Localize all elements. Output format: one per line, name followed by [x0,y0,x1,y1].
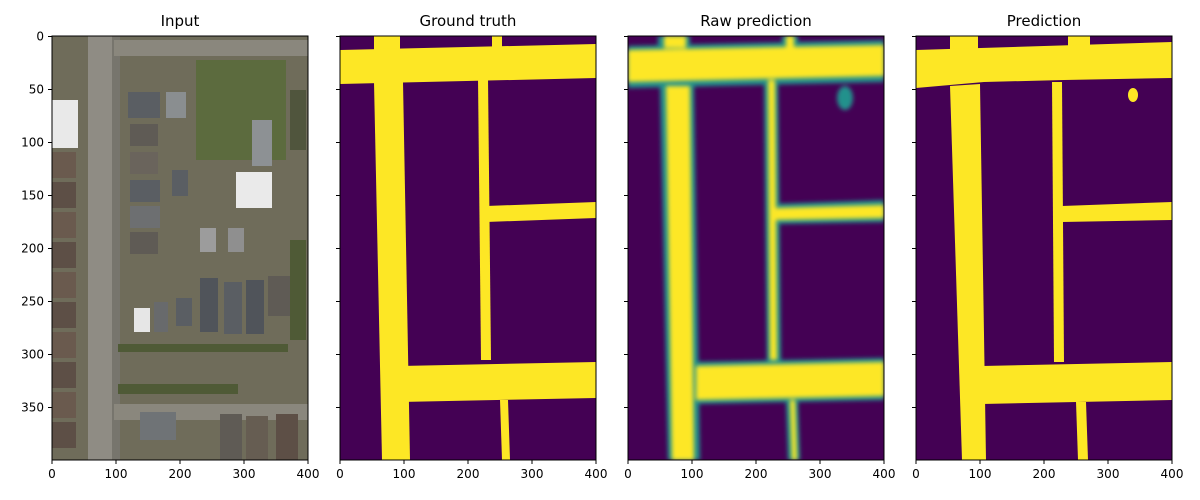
y-tick-label: 250 [21,295,44,309]
x-tick-label: 0 [624,467,632,481]
x-tick-label: 200 [169,467,192,481]
y-tick-label: 350 [21,401,44,415]
x-tick-label: 400 [297,467,320,481]
panel-title-raw-prediction: Raw prediction [700,12,812,30]
y-tick-label: 300 [21,348,44,362]
x-tick-label: 0 [336,467,344,481]
y-tick-label: 0 [36,30,44,44]
x-tick-label: 300 [521,467,544,481]
x-tick-label: 100 [681,467,704,481]
x-tick-label: 100 [393,467,416,481]
aerial-image [52,36,308,460]
panel-title-ground-truth: Ground truth [420,12,517,30]
x-tick-label: 200 [745,467,768,481]
panel-title-prediction: Prediction [1007,12,1082,30]
x-tick-label: 0 [912,467,920,481]
y-tick-label: 200 [21,242,44,256]
x-tick-label: 200 [1033,467,1056,481]
x-tick-label: 300 [809,467,832,481]
x-tick-label: 300 [1097,467,1120,481]
x-tick-label: 300 [233,467,256,481]
prediction-mask [916,36,1172,460]
y-tick-label: 150 [21,189,44,203]
x-tick-label: 200 [457,467,480,481]
panel-title-input: Input [161,12,200,30]
ground-truth-mask [340,36,596,460]
raw-prediction-map [628,36,884,460]
x-tick-label: 400 [1161,467,1184,481]
x-tick-label: 0 [48,467,56,481]
panel-input: Input [51,12,309,461]
y-tick-label: 50 [29,83,44,97]
panel-raw-prediction: Raw prediction [627,12,885,461]
x-tick-label: 100 [105,467,128,481]
panel-ground-truth: Ground truth [339,12,597,461]
axes-layer: 0 100 200 300 400 0 50 100 150 200 250 300 350 0 100 20… [21,30,1183,482]
x-tick-label: 400 [873,467,896,481]
x-tick-label: 400 [585,467,608,481]
y-tick-label: 100 [21,136,44,150]
x-tick-label: 100 [969,467,992,481]
panel-prediction: Prediction [915,12,1173,461]
